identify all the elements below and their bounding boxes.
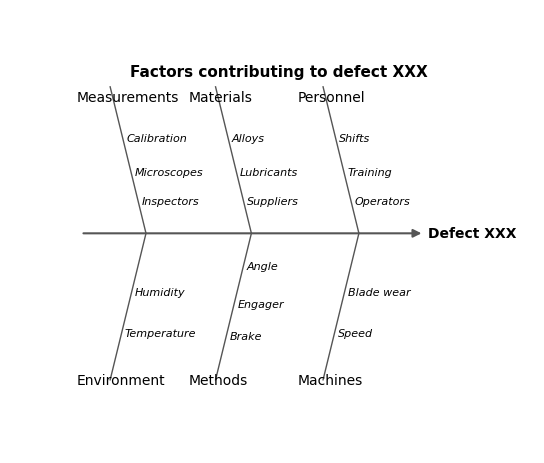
Text: Lubricants: Lubricants: [240, 168, 298, 177]
Text: Machines: Machines: [298, 373, 363, 387]
Text: Environment: Environment: [76, 373, 165, 387]
Text: Training: Training: [347, 168, 392, 177]
Text: Humidity: Humidity: [135, 288, 186, 297]
Text: Methods: Methods: [188, 373, 248, 387]
Text: Angle: Angle: [247, 261, 279, 271]
Text: Speed: Speed: [338, 328, 373, 338]
Text: Calibration: Calibration: [126, 134, 187, 144]
Text: Materials: Materials: [188, 91, 252, 105]
Text: Personnel: Personnel: [298, 91, 366, 105]
Text: Microscopes: Microscopes: [134, 168, 203, 177]
Text: Shifts: Shifts: [339, 134, 370, 144]
Text: Operators: Operators: [354, 197, 410, 206]
Text: Alloys: Alloys: [232, 134, 264, 144]
Text: Factors contributing to defect XXX: Factors contributing to defect XXX: [130, 64, 428, 80]
Text: Defect XXX: Defect XXX: [429, 227, 517, 241]
Text: Brake: Brake: [230, 331, 262, 341]
Text: Inspectors: Inspectors: [141, 197, 199, 206]
Text: Blade wear: Blade wear: [348, 288, 411, 297]
Text: Engager: Engager: [238, 299, 284, 309]
Text: Suppliers: Suppliers: [247, 197, 299, 206]
Text: Temperature: Temperature: [125, 328, 196, 338]
Text: Measurements: Measurements: [76, 91, 179, 105]
